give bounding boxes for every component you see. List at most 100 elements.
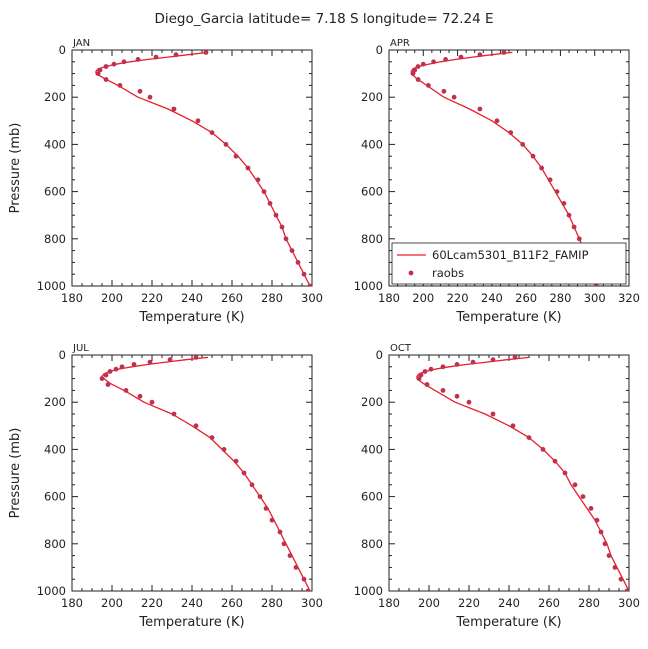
raobs-point [490, 411, 496, 417]
raobs-point [301, 271, 307, 277]
raobs-point [477, 52, 483, 58]
x-tick-label: 280 [261, 596, 283, 610]
raobs-point [415, 77, 421, 82]
y-tick-label: 600 [44, 185, 66, 199]
x-axis-label: Temperature (K) [138, 615, 244, 630]
raobs-point [233, 458, 239, 464]
x-tick-label: 280 [578, 596, 600, 610]
raobs-point [123, 388, 129, 393]
raobs-point [580, 494, 586, 499]
x-tick-label: 320 [618, 291, 640, 305]
y-tick-label: 600 [361, 185, 383, 199]
raobs-point [149, 399, 155, 405]
y-tick-label: 800 [44, 232, 66, 246]
chart-jul: 180 200 220 240 260 280 300 0 200 400 600 800 1000 Te… [8, 343, 323, 630]
y-tick-label: 1000 [37, 279, 66, 293]
raobs-point [415, 64, 421, 69]
raobs-point [117, 83, 123, 88]
x-tick-label: 300 [584, 291, 606, 305]
raobs-point [572, 482, 578, 488]
x-tick-label: 240 [498, 596, 520, 610]
raobs-point [431, 59, 436, 65]
x-axis-label: Temperature (K) [455, 310, 561, 325]
raobs-point [135, 57, 141, 62]
legend-obs-swatch [408, 270, 414, 276]
x-tick-label: 180 [378, 291, 400, 305]
y-tick-label: 200 [44, 395, 66, 409]
x-tick-label: 200 [412, 291, 434, 305]
raobs-point [221, 447, 227, 452]
x-tick-label: 280 [549, 291, 571, 305]
raobs-point [454, 362, 460, 367]
x-tick-label: 200 [418, 596, 440, 610]
x-tick-label: 240 [181, 596, 203, 610]
x-tick-label: 200 [101, 596, 123, 610]
x-tick-label: 260 [538, 596, 560, 610]
raobs-point [618, 576, 624, 582]
y-tick-label: 800 [361, 232, 383, 246]
raobs-point [233, 153, 239, 159]
raobs-point [539, 165, 544, 171]
raobs-point [440, 388, 446, 393]
x-tick-label: 240 [181, 291, 203, 305]
panels: 180 200 220 240 260 280 300 0 200 400 600 800 1000 Te… [8, 38, 640, 630]
raobs-point [289, 248, 295, 254]
raobs-point [561, 201, 567, 206]
raobs-point [103, 77, 109, 82]
y-tick-label: 400 [361, 137, 383, 151]
raobs-point [547, 177, 553, 183]
raobs-point [173, 52, 179, 58]
x-tick-label: 220 [141, 596, 163, 610]
raobs-point [494, 118, 500, 124]
raobs-point [121, 59, 127, 65]
raobs-point [571, 224, 577, 230]
y-tick-label: 400 [361, 442, 383, 456]
legend-model-label: 60Lcam5301_B11F2_FAMIP [432, 248, 589, 262]
raobs-point [512, 355, 518, 360]
raobs-point [269, 517, 275, 523]
plot-data [416, 355, 629, 591]
x-tick-label: 300 [301, 596, 323, 610]
model-line [95, 51, 311, 286]
raobs-point [263, 506, 269, 511]
plot-frame [388, 354, 630, 592]
raobs-point [451, 94, 457, 100]
y-tick-label: 800 [44, 537, 66, 551]
raobs-point [441, 88, 447, 94]
raobs-point [588, 506, 594, 511]
y-tick-label: 1000 [354, 279, 383, 293]
raobs-point [131, 362, 137, 367]
x-tick-label: 260 [221, 596, 243, 610]
raobs-point [470, 359, 476, 365]
raobs-point [552, 458, 558, 464]
y-tick-label: 1000 [354, 584, 383, 598]
raobs-point [223, 142, 229, 147]
raobs-point [420, 61, 426, 67]
raobs-point [209, 435, 215, 440]
raobs-point [624, 588, 629, 591]
x-tick-label: 220 [447, 291, 469, 305]
raobs-point [137, 88, 143, 94]
y-tick-label: 0 [59, 43, 66, 57]
raobs-point [147, 94, 153, 100]
raobs-point [526, 435, 532, 440]
raobs-point [612, 565, 618, 570]
raobs-point [261, 189, 267, 195]
raobs-point [508, 130, 514, 136]
raobs-point [137, 393, 143, 399]
y-axis-label: Pressure (mb) [8, 123, 23, 214]
raobs-point [416, 376, 422, 381]
raobs-point [281, 541, 287, 547]
legend-box [391, 242, 627, 285]
raobs-point [576, 236, 582, 242]
y-tick-label: 0 [376, 348, 383, 362]
model-line [101, 356, 311, 591]
x-tick-label: 240 [481, 291, 503, 305]
raobs-point [562, 470, 568, 476]
y-tick-label: 400 [44, 442, 66, 456]
raobs-point [99, 376, 105, 381]
plot-data [410, 50, 599, 286]
raobs-point [554, 189, 560, 195]
raobs-point [103, 372, 109, 378]
